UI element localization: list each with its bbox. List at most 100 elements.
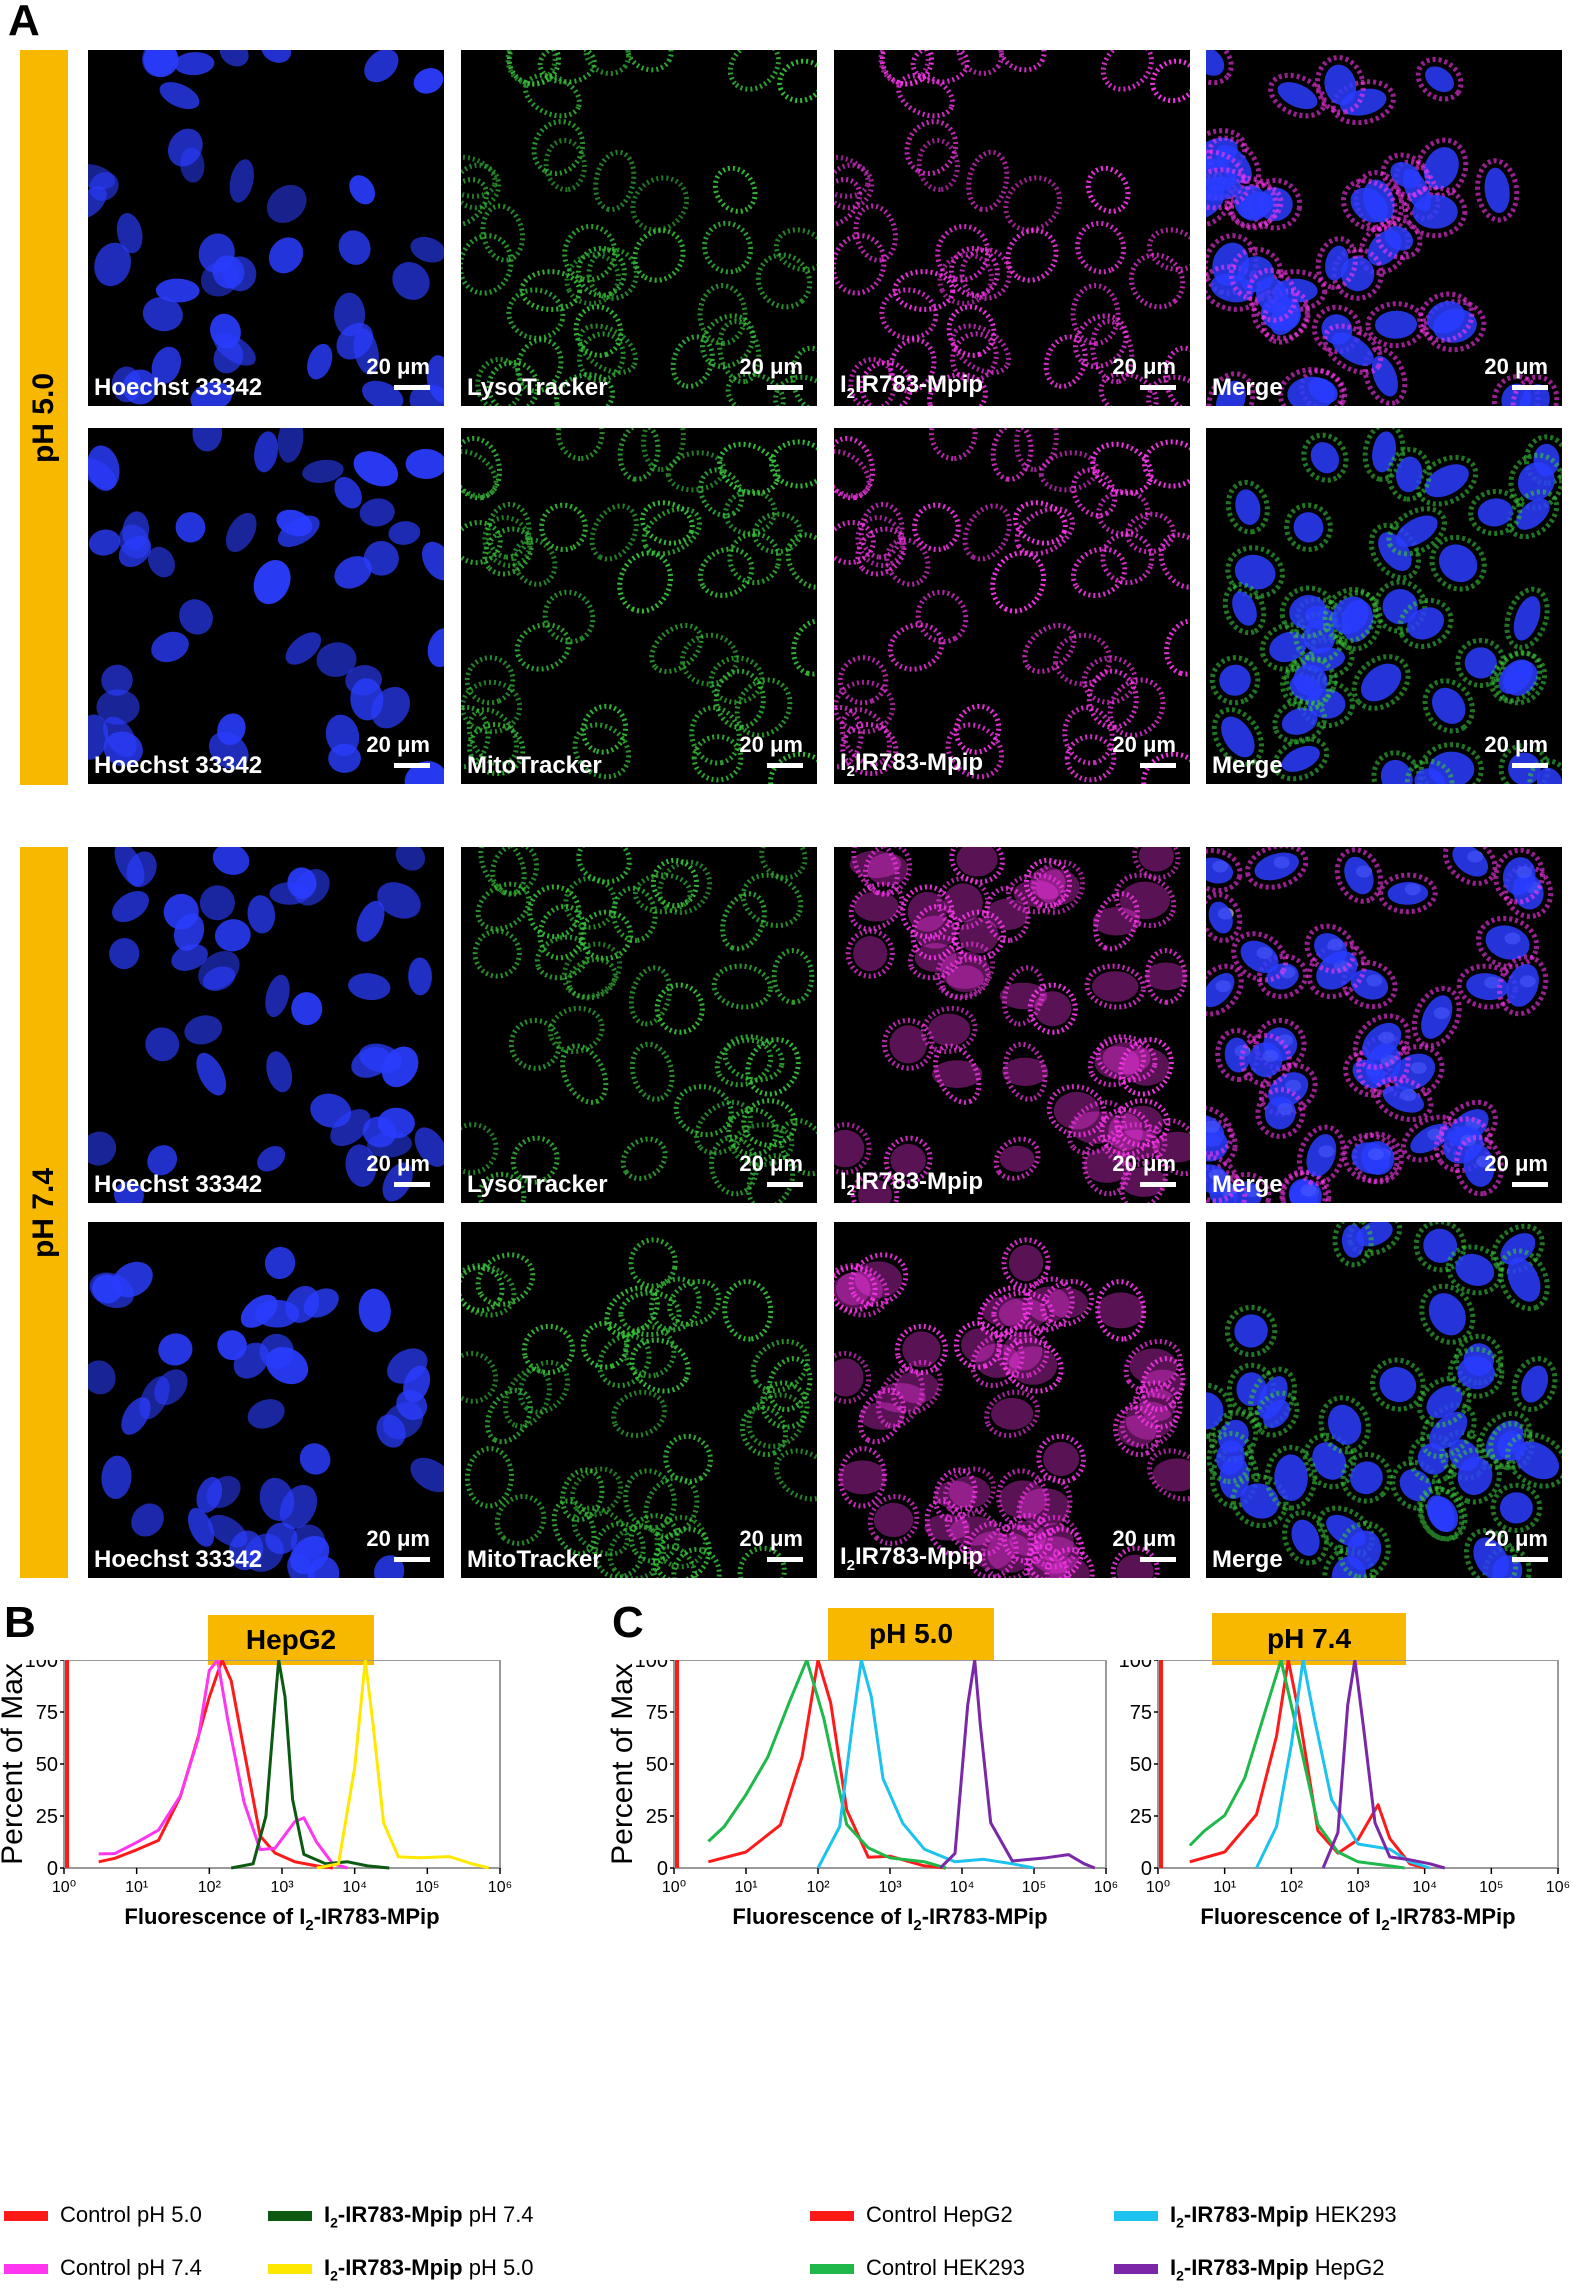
micrograph-hoechst: Hoechst 33342 20 μm bbox=[88, 1222, 444, 1578]
scale-bar-label: 20 μm bbox=[1112, 1151, 1176, 1176]
y-axis-label: Percent of Max bbox=[610, 1663, 639, 1865]
micrograph-mito: MitoTracker 20 μm bbox=[461, 1222, 817, 1578]
legend-swatch bbox=[4, 2211, 48, 2222]
micrograph-label: Merge bbox=[1212, 1171, 1283, 1198]
micrograph-label: LysoTracker bbox=[467, 374, 608, 401]
scale-bar bbox=[1140, 1182, 1176, 1187]
micrograph-label: Merge bbox=[1212, 752, 1283, 779]
micrograph-label: LysoTracker bbox=[467, 1171, 608, 1198]
series-line bbox=[1255, 1660, 1431, 1870]
legend-swatch bbox=[1114, 2211, 1158, 2222]
cell-image bbox=[1206, 50, 1560, 406]
legend-swatch bbox=[810, 2211, 854, 2222]
micrograph-label: Merge bbox=[1212, 1546, 1283, 1573]
x-tick-label: 10³ bbox=[270, 1879, 294, 1896]
y-tick-label: 50 bbox=[36, 1754, 58, 1776]
scale-bar-label: 20 μm bbox=[366, 354, 430, 379]
legend-entry: I2-IR783-Mpip pH 5.0 bbox=[268, 2255, 534, 2283]
legend-swatch bbox=[810, 2264, 854, 2275]
micrograph-merge: Merge 20 μm bbox=[1206, 428, 1562, 784]
scale-bar bbox=[1140, 385, 1176, 390]
scale-bar-label: 20 μm bbox=[1484, 732, 1548, 757]
chart-b-title-tag: HepG2 bbox=[208, 1615, 374, 1665]
micrograph-label: MitoTracker bbox=[467, 752, 602, 779]
scale-bar bbox=[1512, 1557, 1548, 1562]
x-axis-label: Fluorescence of I2-IR783-MPip bbox=[732, 1904, 1047, 1934]
y-tick-label: 75 bbox=[36, 1702, 58, 1724]
scale-bar-label: 20 μm bbox=[366, 732, 430, 757]
cell-image bbox=[461, 428, 817, 784]
series-line bbox=[1188, 1660, 1405, 1870]
micrograph-label: MitoTracker bbox=[467, 1546, 602, 1573]
x-tick-label: 10⁶ bbox=[1094, 1879, 1118, 1896]
series-line bbox=[230, 1660, 390, 1870]
micrograph-label: I2IR783-Mpip bbox=[840, 371, 984, 402]
x-tick-label: 10⁵ bbox=[415, 1879, 439, 1896]
x-tick-label: 10⁶ bbox=[488, 1879, 512, 1896]
x-tick-label: 10³ bbox=[878, 1879, 902, 1896]
micrograph-label: I2IR783-Mpip bbox=[840, 1168, 984, 1199]
scale-bar bbox=[394, 763, 430, 768]
cell-image bbox=[88, 1246, 444, 1578]
legend-swatch bbox=[268, 2264, 312, 2275]
cell-image bbox=[88, 428, 444, 784]
x-tick-label: 10⁴ bbox=[1412, 1879, 1437, 1896]
micrograph-probe: I2IR783-Mpip 20 μm bbox=[834, 1222, 1190, 1578]
micrograph-probe: I2IR783-Mpip 20 μm bbox=[834, 428, 1190, 784]
scale-bar bbox=[767, 763, 803, 768]
x-tick-label: 10⁰ bbox=[52, 1879, 76, 1896]
series-line bbox=[316, 1660, 490, 1870]
panel-label-a: A bbox=[8, 0, 40, 45]
micrograph-probe: I2IR783-Mpip 20 μm bbox=[834, 847, 1190, 1203]
micrograph-label: I2IR783-Mpip bbox=[840, 1543, 984, 1574]
micrograph-label: Hoechst 33342 bbox=[94, 1546, 263, 1573]
series-line bbox=[1189, 1660, 1426, 1870]
micrograph-probe: I2IR783-Mpip 20 μm bbox=[834, 50, 1190, 406]
scale-bar-label: 20 μm bbox=[739, 732, 803, 757]
legend-entry: Control pH 7.4 bbox=[4, 2255, 202, 2281]
scale-bar-label: 20 μm bbox=[1112, 732, 1176, 757]
micrograph-label: Hoechst 33342 bbox=[94, 752, 263, 779]
series-line bbox=[707, 1660, 947, 1870]
x-axis-label: Fluorescence of I2-IR783-MPip bbox=[1200, 1904, 1515, 1934]
x-tick-label: 10² bbox=[1280, 1879, 1304, 1896]
scale-bar bbox=[1140, 1557, 1176, 1562]
cell-image bbox=[834, 50, 1190, 406]
legend-entry: Control pH 5.0 bbox=[4, 2202, 202, 2228]
series-line bbox=[98, 1660, 349, 1870]
x-tick-label: 10¹ bbox=[1213, 1879, 1236, 1896]
y-tick-label: 0 bbox=[657, 1858, 668, 1880]
panel-label-c: C bbox=[612, 1598, 644, 1647]
scale-bar bbox=[767, 1557, 803, 1562]
legend-entry: I2-IR783-Mpip HepG2 bbox=[1114, 2255, 1384, 2283]
legend-entry: I2-IR783-Mpip HEK293 bbox=[1114, 2202, 1397, 2230]
cell-image bbox=[88, 847, 444, 1203]
y-axis-label: Percent of Max bbox=[0, 1663, 29, 1865]
scale-bar-label: 20 μm bbox=[739, 1526, 803, 1551]
micrograph-merge: Merge 20 μm bbox=[1206, 847, 1562, 1203]
scale-bar-label: 20 μm bbox=[739, 1151, 803, 1176]
scale-bar bbox=[1512, 763, 1548, 768]
series-line bbox=[98, 1660, 333, 1870]
y-tick-label: 75 bbox=[1130, 1702, 1152, 1724]
legend-entry: Control HepG2 bbox=[810, 2202, 1013, 2228]
legend-swatch bbox=[4, 2264, 48, 2275]
micrograph-lyso: LysoTracker 20 μm bbox=[461, 50, 817, 406]
y-tick-label: 0 bbox=[1141, 1858, 1152, 1880]
series-line bbox=[939, 1660, 1096, 1870]
y-tick-label: 100 bbox=[635, 1660, 668, 1672]
micrograph-label: Merge bbox=[1212, 374, 1283, 401]
y-tick-label: 75 bbox=[646, 1702, 668, 1724]
scale-bar-label: 20 μm bbox=[739, 354, 803, 379]
plot-frame bbox=[673, 1660, 1107, 1869]
micrograph-label: Hoechst 33342 bbox=[94, 1171, 263, 1198]
cell-image bbox=[461, 847, 817, 1203]
series-line bbox=[708, 1660, 947, 1870]
cell-image bbox=[834, 1237, 1190, 1578]
micrograph-label: I2IR783-Mpip bbox=[840, 749, 984, 780]
micrograph-mito: MitoTracker 20 μm bbox=[461, 428, 817, 784]
x-axis-label: Fluorescence of I2-IR783-MPip bbox=[124, 1904, 439, 1934]
x-tick-label: 10⁶ bbox=[1546, 1879, 1570, 1896]
x-tick-label: 10⁵ bbox=[1022, 1879, 1046, 1896]
y-tick-label: 0 bbox=[47, 1858, 58, 1880]
